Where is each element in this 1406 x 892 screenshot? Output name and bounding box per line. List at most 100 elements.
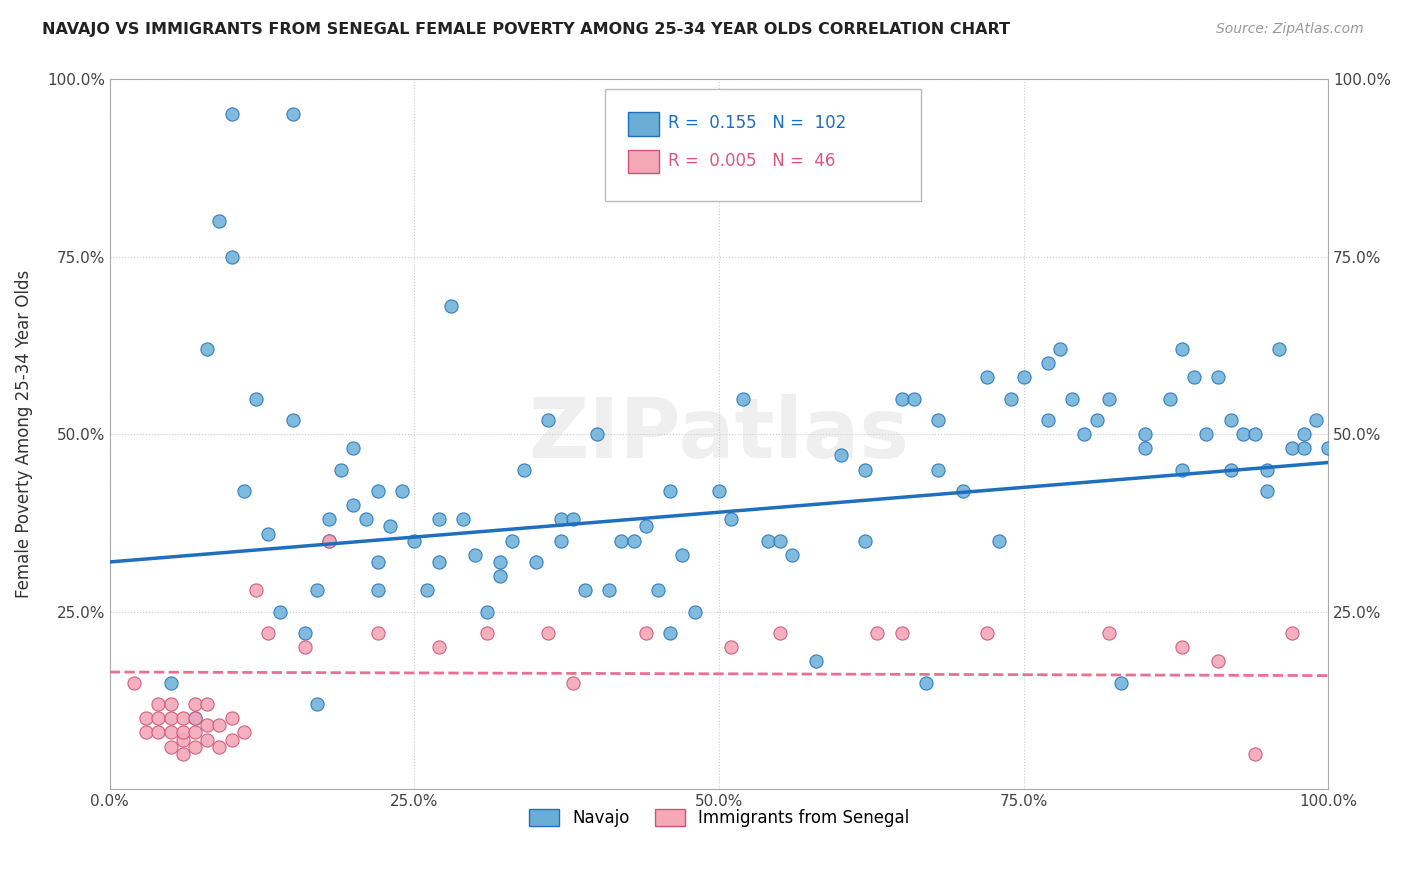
Point [890,392,912,406]
Point [1085,413,1108,427]
Point [1195,427,1218,442]
Point [464,548,486,562]
Point [634,626,657,640]
Text: NAVAJO VS IMMIGRANTS FROM SENEGAL FEMALE POVERTY AMONG 25-34 YEAR OLDS CORRELATI: NAVAJO VS IMMIGRANTS FROM SENEGAL FEMALE… [42,22,1010,37]
Point [415,583,437,598]
Point [440,299,463,313]
Point [1317,442,1340,456]
Point [561,512,583,526]
Point [1281,626,1303,640]
Point [172,747,194,761]
Point [659,483,682,498]
Point [671,548,693,562]
Point [294,640,316,655]
Point [550,512,572,526]
Point [830,449,852,463]
Point [195,718,218,732]
Point [257,526,280,541]
Point [1171,640,1194,655]
Text: ZIPatlas: ZIPatlas [529,393,910,475]
Point [1268,342,1291,356]
Point [451,512,474,526]
Point [354,512,377,526]
Point [903,392,925,406]
Point [208,214,231,228]
Point [488,569,510,583]
Point [1281,442,1303,456]
Text: Source: ZipAtlas.com: Source: ZipAtlas.com [1216,22,1364,37]
Point [1036,413,1059,427]
Point [1208,654,1230,668]
Point [501,533,523,548]
Point [257,626,280,640]
Point [305,697,328,711]
Point [184,711,207,725]
Point [659,626,682,640]
Point [367,583,389,598]
Point [1000,392,1022,406]
Point [1036,356,1059,370]
Point [221,711,243,725]
Point [988,533,1011,548]
Point [1171,462,1194,476]
Point [427,512,450,526]
Point [477,605,499,619]
Point [367,626,389,640]
Point [1135,442,1157,456]
Point [1244,427,1267,442]
Point [367,555,389,569]
Y-axis label: Female Poverty Among 25-34 Year Olds: Female Poverty Among 25-34 Year Olds [15,270,32,599]
Point [232,483,254,498]
Point [281,413,304,427]
Point [232,725,254,739]
Point [1292,427,1315,442]
Point [1171,342,1194,356]
Point [245,583,267,598]
Point [342,498,364,512]
Point [159,697,181,711]
Point [281,107,304,121]
Point [1109,675,1132,690]
Point [915,675,938,690]
Point [561,675,583,690]
Text: R =  0.155   N =  102: R = 0.155 N = 102 [668,114,846,132]
Point [769,533,792,548]
Point [184,697,207,711]
Point [952,483,974,498]
Point [610,533,633,548]
Point [391,483,413,498]
Point [927,413,949,427]
Point [208,739,231,754]
Point [184,725,207,739]
Point [976,626,998,640]
Point [853,533,876,548]
Point [647,583,669,598]
Point [318,533,340,548]
Point [318,512,340,526]
Point [342,442,364,456]
Point [1208,370,1230,384]
Point [866,626,889,640]
Point [427,640,450,655]
Point [159,711,181,725]
Point [806,654,828,668]
Point [477,626,499,640]
Point [890,626,912,640]
Point [537,413,560,427]
Point [574,583,596,598]
Point [159,739,181,754]
Point [172,732,194,747]
Point [733,392,755,406]
Point [1219,413,1241,427]
Point [221,732,243,747]
Point [195,342,218,356]
Point [195,697,218,711]
Point [221,250,243,264]
Point [634,519,657,533]
Point [1182,370,1205,384]
Legend: Navajo, Immigrants from Senegal: Navajo, Immigrants from Senegal [522,803,915,834]
Point [769,626,792,640]
Point [184,739,207,754]
Point [208,718,231,732]
Text: R =  0.005   N =  46: R = 0.005 N = 46 [668,152,835,169]
